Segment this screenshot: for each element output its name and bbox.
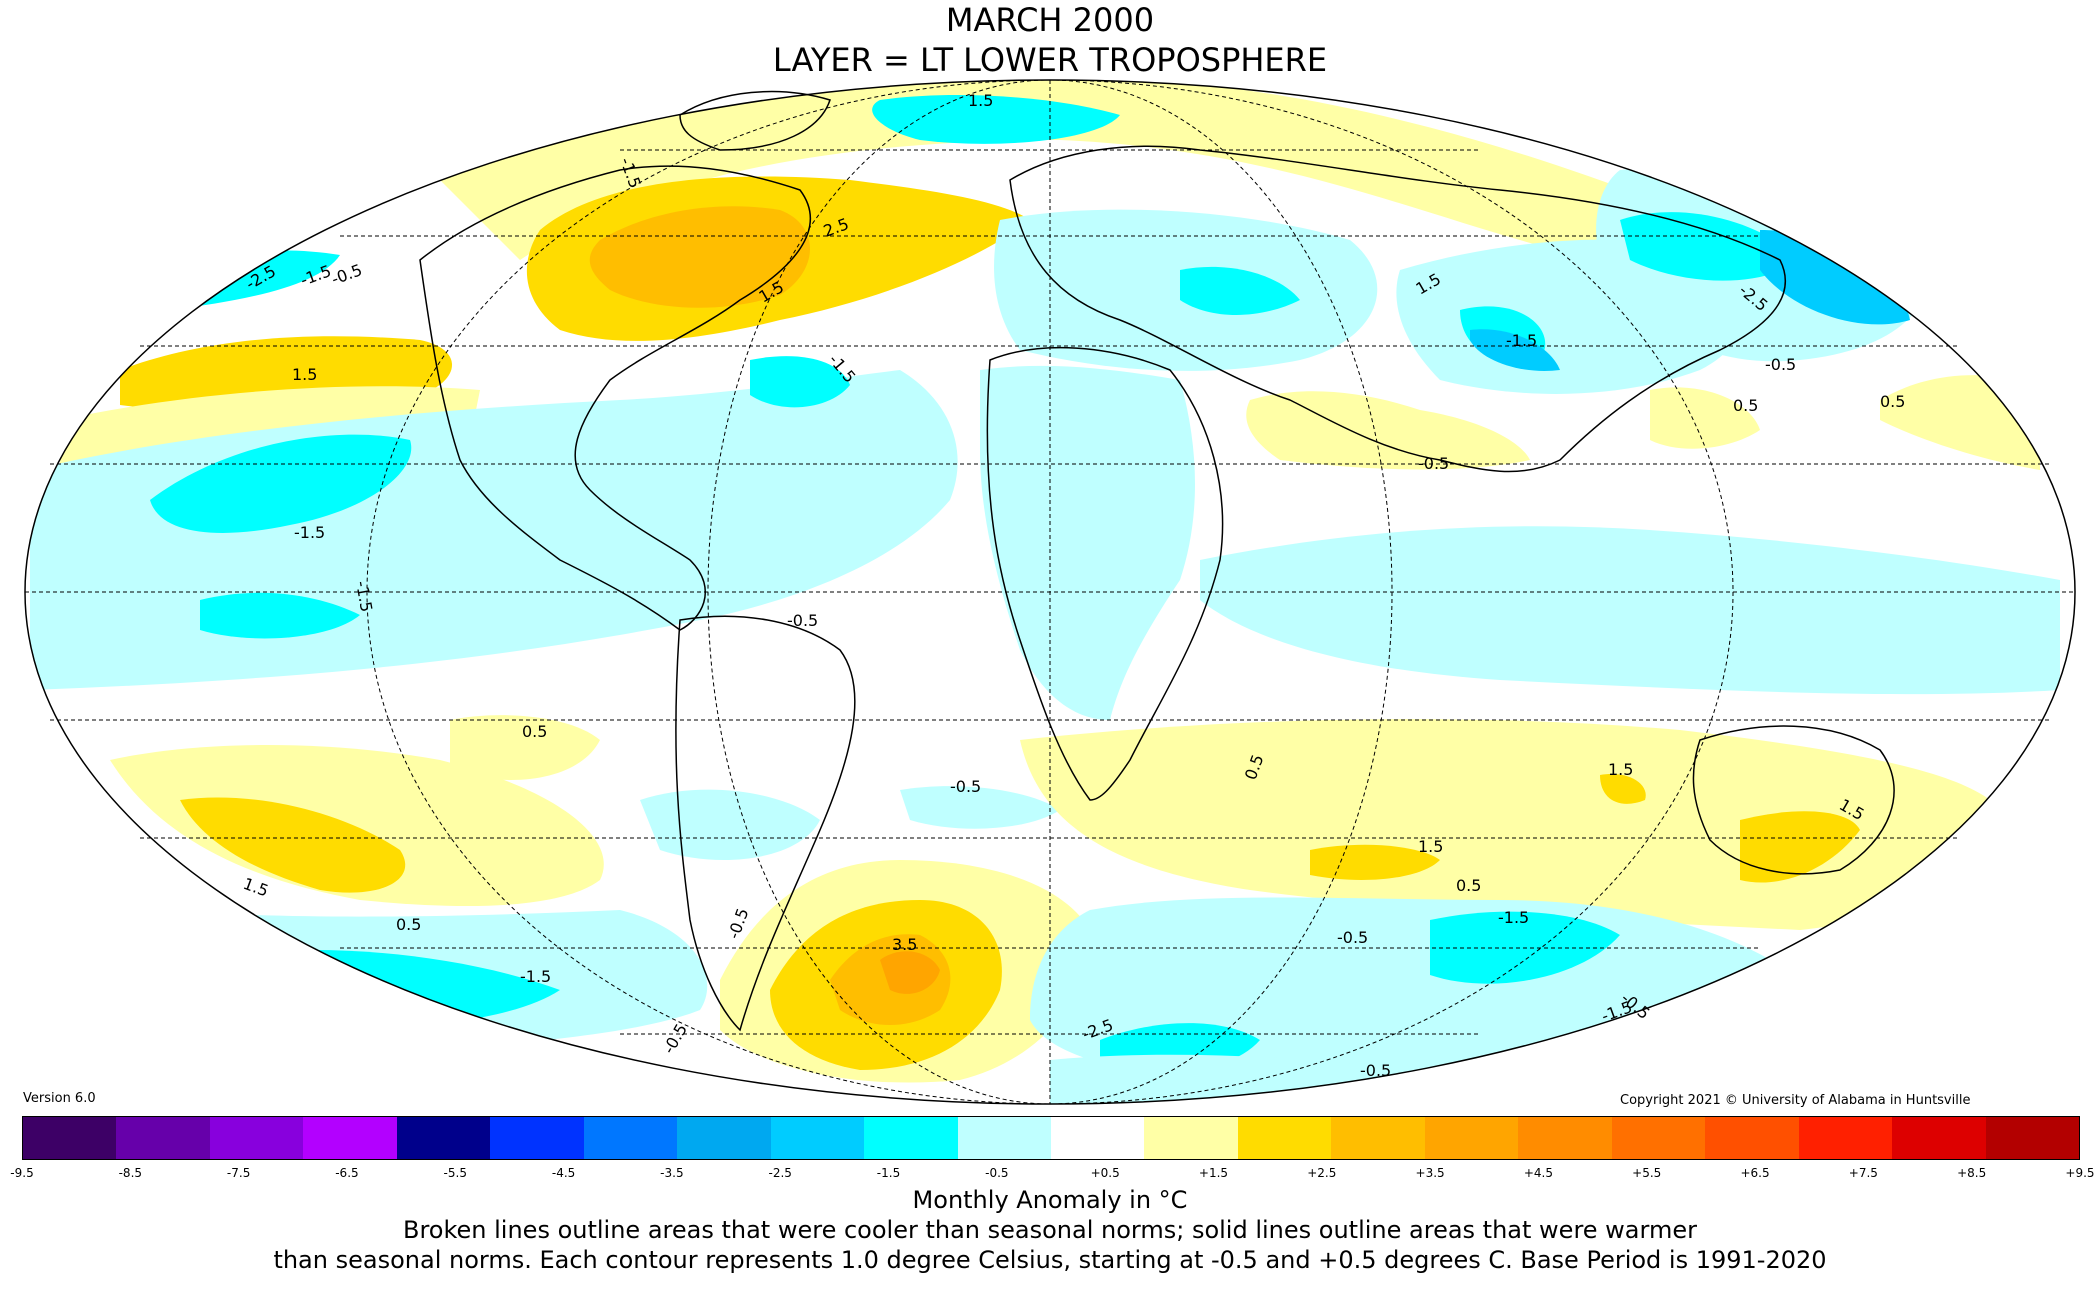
color-swatch bbox=[770, 1117, 865, 1159]
units-label: Monthly Anomaly in °C bbox=[912, 1186, 1188, 1214]
color-swatch bbox=[957, 1117, 1051, 1159]
color-swatch bbox=[583, 1117, 678, 1159]
color-swatch bbox=[1424, 1117, 1519, 1159]
contour-label: -0.5 bbox=[950, 777, 981, 796]
color-scale-tick: -0.5 bbox=[985, 1166, 1009, 1180]
color-swatch bbox=[23, 1117, 117, 1159]
color-scale-tick: -8.5 bbox=[118, 1166, 143, 1180]
contour-label: -1.5 bbox=[294, 523, 325, 542]
color-scale-tick: -3.5 bbox=[660, 1166, 684, 1180]
color-swatch bbox=[1518, 1117, 1612, 1159]
contour-label: -1.5 bbox=[1498, 908, 1529, 927]
color-swatch bbox=[1798, 1117, 1893, 1159]
anomaly-map: 1.5 -1.5 -2.5 -1.5 -0.5 2.5 1.5 1.5 -1.5… bbox=[24, 79, 2076, 1105]
contour-label: 0.5 bbox=[1733, 396, 1758, 415]
color-scale-tick: +5.5 bbox=[1632, 1166, 1662, 1180]
color-scale-tick: -5.5 bbox=[443, 1166, 467, 1180]
coastlines bbox=[419, 90, 1895, 1032]
contour-label: 0.5 bbox=[1880, 392, 1905, 411]
color-scale-tick: +1.5 bbox=[1198, 1166, 1229, 1180]
color-swatch bbox=[396, 1117, 491, 1159]
color-swatch bbox=[677, 1117, 771, 1159]
color-scale-tick: +6.5 bbox=[1740, 1166, 1770, 1180]
contour-label: 1.5 bbox=[1418, 837, 1443, 856]
color-scale-tick: -6.5 bbox=[335, 1166, 359, 1180]
map-title: MARCH 2000 bbox=[945, 1, 1155, 39]
color-swatch bbox=[1144, 1117, 1238, 1159]
contour-label: -0.5 bbox=[1360, 1061, 1391, 1080]
map-subtitle: LAYER = LT LOWER TROPOSPHERE bbox=[772, 41, 1328, 79]
color-swatch bbox=[490, 1117, 584, 1159]
color-scale-tick: +7.5 bbox=[1848, 1166, 1878, 1180]
color-swatch bbox=[1985, 1117, 2079, 1159]
contour-label: 1.5 bbox=[292, 365, 317, 384]
color-scale-ticks: -9.5 -8.5 -7.5 -6.5 -5.5 -4.5 -3.5 -2.5 -1.5 -0.5… bbox=[10, 1166, 2094, 1186]
contour-label: -0.5 bbox=[1765, 355, 1796, 374]
color-swatch bbox=[1705, 1117, 1799, 1159]
color-swatch bbox=[303, 1117, 397, 1159]
legend-note-line-1: Broken lines outline areas that were coo… bbox=[403, 1216, 1697, 1244]
color-scale-tick: +0.5 bbox=[1090, 1166, 1120, 1180]
contour-label: -0.5 bbox=[1418, 454, 1449, 473]
copyright-label: Copyright 2021 © University of Alabama i… bbox=[1620, 1093, 1971, 1108]
contour-label: 0.5 bbox=[1456, 876, 1481, 895]
color-scale-bar bbox=[22, 1116, 2080, 1160]
color-scale-tick: +9.5 bbox=[2065, 1166, 2095, 1180]
contour-label: 0.5 bbox=[396, 915, 421, 934]
color-scale-tick: +4.5 bbox=[1523, 1166, 1553, 1180]
color-scale-tick: -1.5 bbox=[876, 1166, 901, 1180]
color-swatch bbox=[1892, 1117, 1986, 1159]
contour-label: -1.5 bbox=[520, 967, 551, 986]
color-scale-tick: -9.5 bbox=[10, 1166, 34, 1180]
color-swatch bbox=[1237, 1117, 1332, 1159]
version-label: Version 6.0 bbox=[23, 1091, 96, 1106]
contour-label: 1.5 bbox=[1608, 760, 1633, 779]
color-scale-tick: +8.5 bbox=[1957, 1166, 1987, 1180]
color-scale-tick: -2.5 bbox=[768, 1166, 792, 1180]
color-scale-tick: -7.5 bbox=[226, 1166, 251, 1180]
contour-label: -0.5 bbox=[787, 611, 818, 630]
color-scale-tick: +3.5 bbox=[1415, 1166, 1445, 1180]
color-swatch bbox=[116, 1117, 210, 1159]
color-swatch bbox=[1331, 1117, 1425, 1159]
contour-label: 0.5 bbox=[522, 722, 547, 741]
color-swatch bbox=[1611, 1117, 1706, 1159]
color-swatch bbox=[864, 1117, 958, 1159]
contour-label: 1.5 bbox=[968, 91, 993, 110]
color-scale-tick: -4.5 bbox=[551, 1166, 576, 1180]
legend-note-line-2: than seasonal norms. Each contour repres… bbox=[273, 1246, 1827, 1274]
contour-label: -1.5 bbox=[1506, 331, 1537, 350]
globe-outline bbox=[24, 79, 2076, 1105]
contour-label: -0.5 bbox=[1337, 928, 1368, 947]
color-scale-tick: +2.5 bbox=[1307, 1166, 1337, 1180]
color-swatch bbox=[209, 1117, 304, 1159]
contour-label: 3.5 bbox=[892, 935, 917, 954]
color-swatch bbox=[1050, 1117, 1145, 1159]
